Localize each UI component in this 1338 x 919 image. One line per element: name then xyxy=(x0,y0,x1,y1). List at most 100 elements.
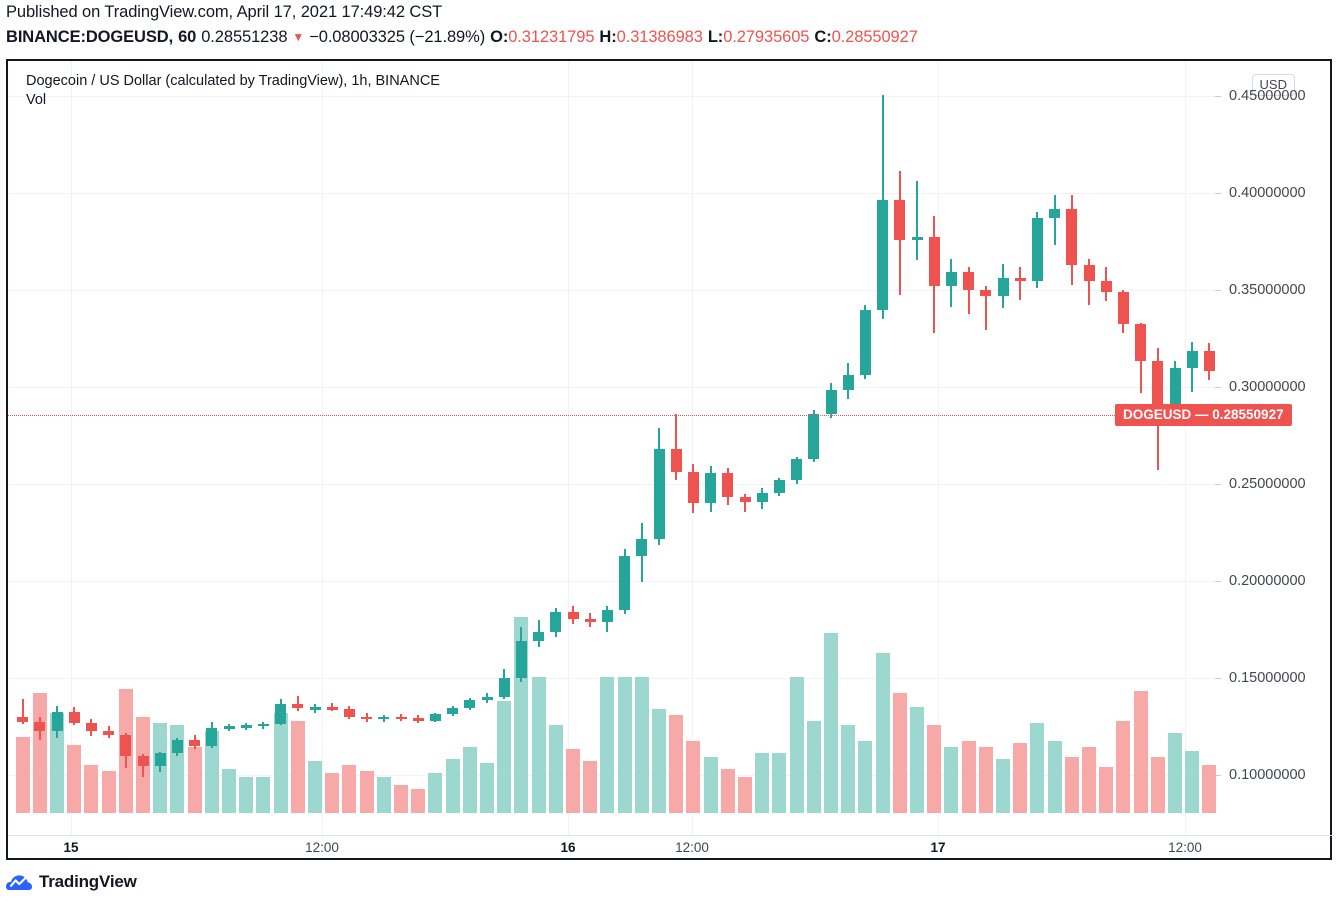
candle-wick xyxy=(1019,266,1022,300)
candle-body xyxy=(928,236,940,287)
symbol-label: BINANCE:DOGEUSD, xyxy=(6,28,174,46)
volume-bar xyxy=(342,765,357,813)
volume-bar xyxy=(565,749,581,813)
candle-body xyxy=(412,717,424,721)
volume-bar xyxy=(273,713,288,813)
currency-badge[interactable]: USD xyxy=(1251,74,1295,96)
candle-body xyxy=(481,697,493,701)
price-axis-label: 0.35000000 xyxy=(1229,281,1306,298)
volume-bar xyxy=(15,737,30,813)
horizontal-gridline xyxy=(8,95,1217,97)
time-axis-label: 12:00 xyxy=(1168,840,1202,855)
price-axis-tick xyxy=(1215,386,1221,388)
volume-bar xyxy=(307,761,323,813)
candle-body xyxy=(257,723,269,726)
volume-bar xyxy=(1116,721,1131,813)
candle-body xyxy=(1066,209,1078,265)
chart-frame: Dogecoin / US Dollar (calculated by Trad… xyxy=(6,59,1334,860)
horizontal-gridline xyxy=(8,580,1217,582)
timeframe-label: 60 xyxy=(178,28,197,46)
candle-body xyxy=(240,725,252,728)
candle-body xyxy=(154,752,166,767)
volume-bar xyxy=(101,771,116,813)
candle-body xyxy=(498,677,510,698)
candle-body xyxy=(326,707,338,710)
candle-body xyxy=(911,236,923,241)
volume-bar xyxy=(204,731,219,813)
volume-bar xyxy=(221,769,237,813)
volume-bar xyxy=(1064,757,1079,813)
candle-body xyxy=(945,272,957,287)
volume-bar xyxy=(600,677,615,813)
time-axis-label: 15 xyxy=(63,840,79,855)
volume-bar xyxy=(789,677,804,813)
volume-bar xyxy=(479,763,495,813)
price-axis-label: 0.25000000 xyxy=(1229,475,1306,492)
candle-body xyxy=(103,731,115,736)
volume-bar xyxy=(875,653,890,813)
candle-body xyxy=(1186,351,1198,368)
volume-bar xyxy=(927,725,942,813)
high-key: H: xyxy=(599,28,617,46)
candle-body xyxy=(997,278,1009,296)
volume-bar xyxy=(634,677,649,813)
vertical-gridline xyxy=(71,61,72,837)
candle-wick xyxy=(296,696,299,711)
price-axis-tick xyxy=(1215,774,1221,776)
candle-body xyxy=(705,473,717,504)
horizontal-gridline xyxy=(8,386,1217,388)
volume-bar xyxy=(755,753,770,813)
price-axis[interactable]: USD 0.45000000 0.40000000 0.35000000 0.3000… xyxy=(1213,61,1330,837)
volume-bar xyxy=(823,633,839,813)
volume-bar xyxy=(892,693,907,813)
volume-bar xyxy=(841,725,856,813)
candle-body xyxy=(636,539,648,556)
candle-body xyxy=(206,728,218,746)
close-key: C: xyxy=(814,28,832,46)
price-axis-label: 0.40000000 xyxy=(1229,184,1306,201)
candle-body xyxy=(1083,264,1095,282)
volume-bar xyxy=(669,715,684,813)
candle-body xyxy=(309,707,321,710)
open-key: O: xyxy=(490,28,509,46)
time-axis[interactable]: 15 12:00 16 12:00 17 12:00 xyxy=(8,835,1334,858)
candle-body xyxy=(1049,209,1061,219)
volume-bar xyxy=(703,757,718,813)
volume-bar xyxy=(978,747,993,813)
time-axis-label: 16 xyxy=(560,840,576,855)
volume-bar xyxy=(239,777,254,813)
down-triangle-icon: ▼ xyxy=(292,30,305,44)
volume-bar xyxy=(428,773,443,813)
candle-body xyxy=(825,389,837,415)
candle-body xyxy=(1031,218,1043,282)
footer-brand: TradingView xyxy=(6,872,137,892)
horizontal-gridline xyxy=(8,289,1217,291)
volume-bar xyxy=(497,701,512,813)
candle-body xyxy=(963,272,975,290)
volume-bar xyxy=(1030,723,1045,813)
volume-bar xyxy=(961,741,976,813)
volume-bar xyxy=(737,777,753,813)
volume-bar xyxy=(411,789,426,813)
candle-body xyxy=(756,492,768,503)
volume-bar xyxy=(1185,751,1200,813)
vertical-gridline xyxy=(568,61,569,837)
chart-plot-area[interactable] xyxy=(8,61,1217,837)
candle-body xyxy=(601,610,613,622)
volume-bar xyxy=(84,765,99,813)
high-value: 0.31386983 xyxy=(616,28,703,46)
price-axis-tick xyxy=(1215,289,1221,291)
volume-bar xyxy=(651,709,667,813)
price-axis-tick xyxy=(1215,677,1221,679)
volume-bar xyxy=(720,769,735,813)
candle-body xyxy=(1152,360,1164,416)
last-price-value: 0.28551238 xyxy=(201,28,288,46)
volume-bar xyxy=(548,725,563,813)
candle-body xyxy=(1100,281,1112,292)
last-price-tag[interactable]: DOGEUSD — 0.28550927 xyxy=(1115,404,1292,427)
candle-body xyxy=(223,726,235,729)
volume-bar xyxy=(49,713,65,813)
candle-body xyxy=(429,713,441,721)
close-value: 0.28550927 xyxy=(831,28,918,46)
candle-body xyxy=(1203,351,1215,372)
